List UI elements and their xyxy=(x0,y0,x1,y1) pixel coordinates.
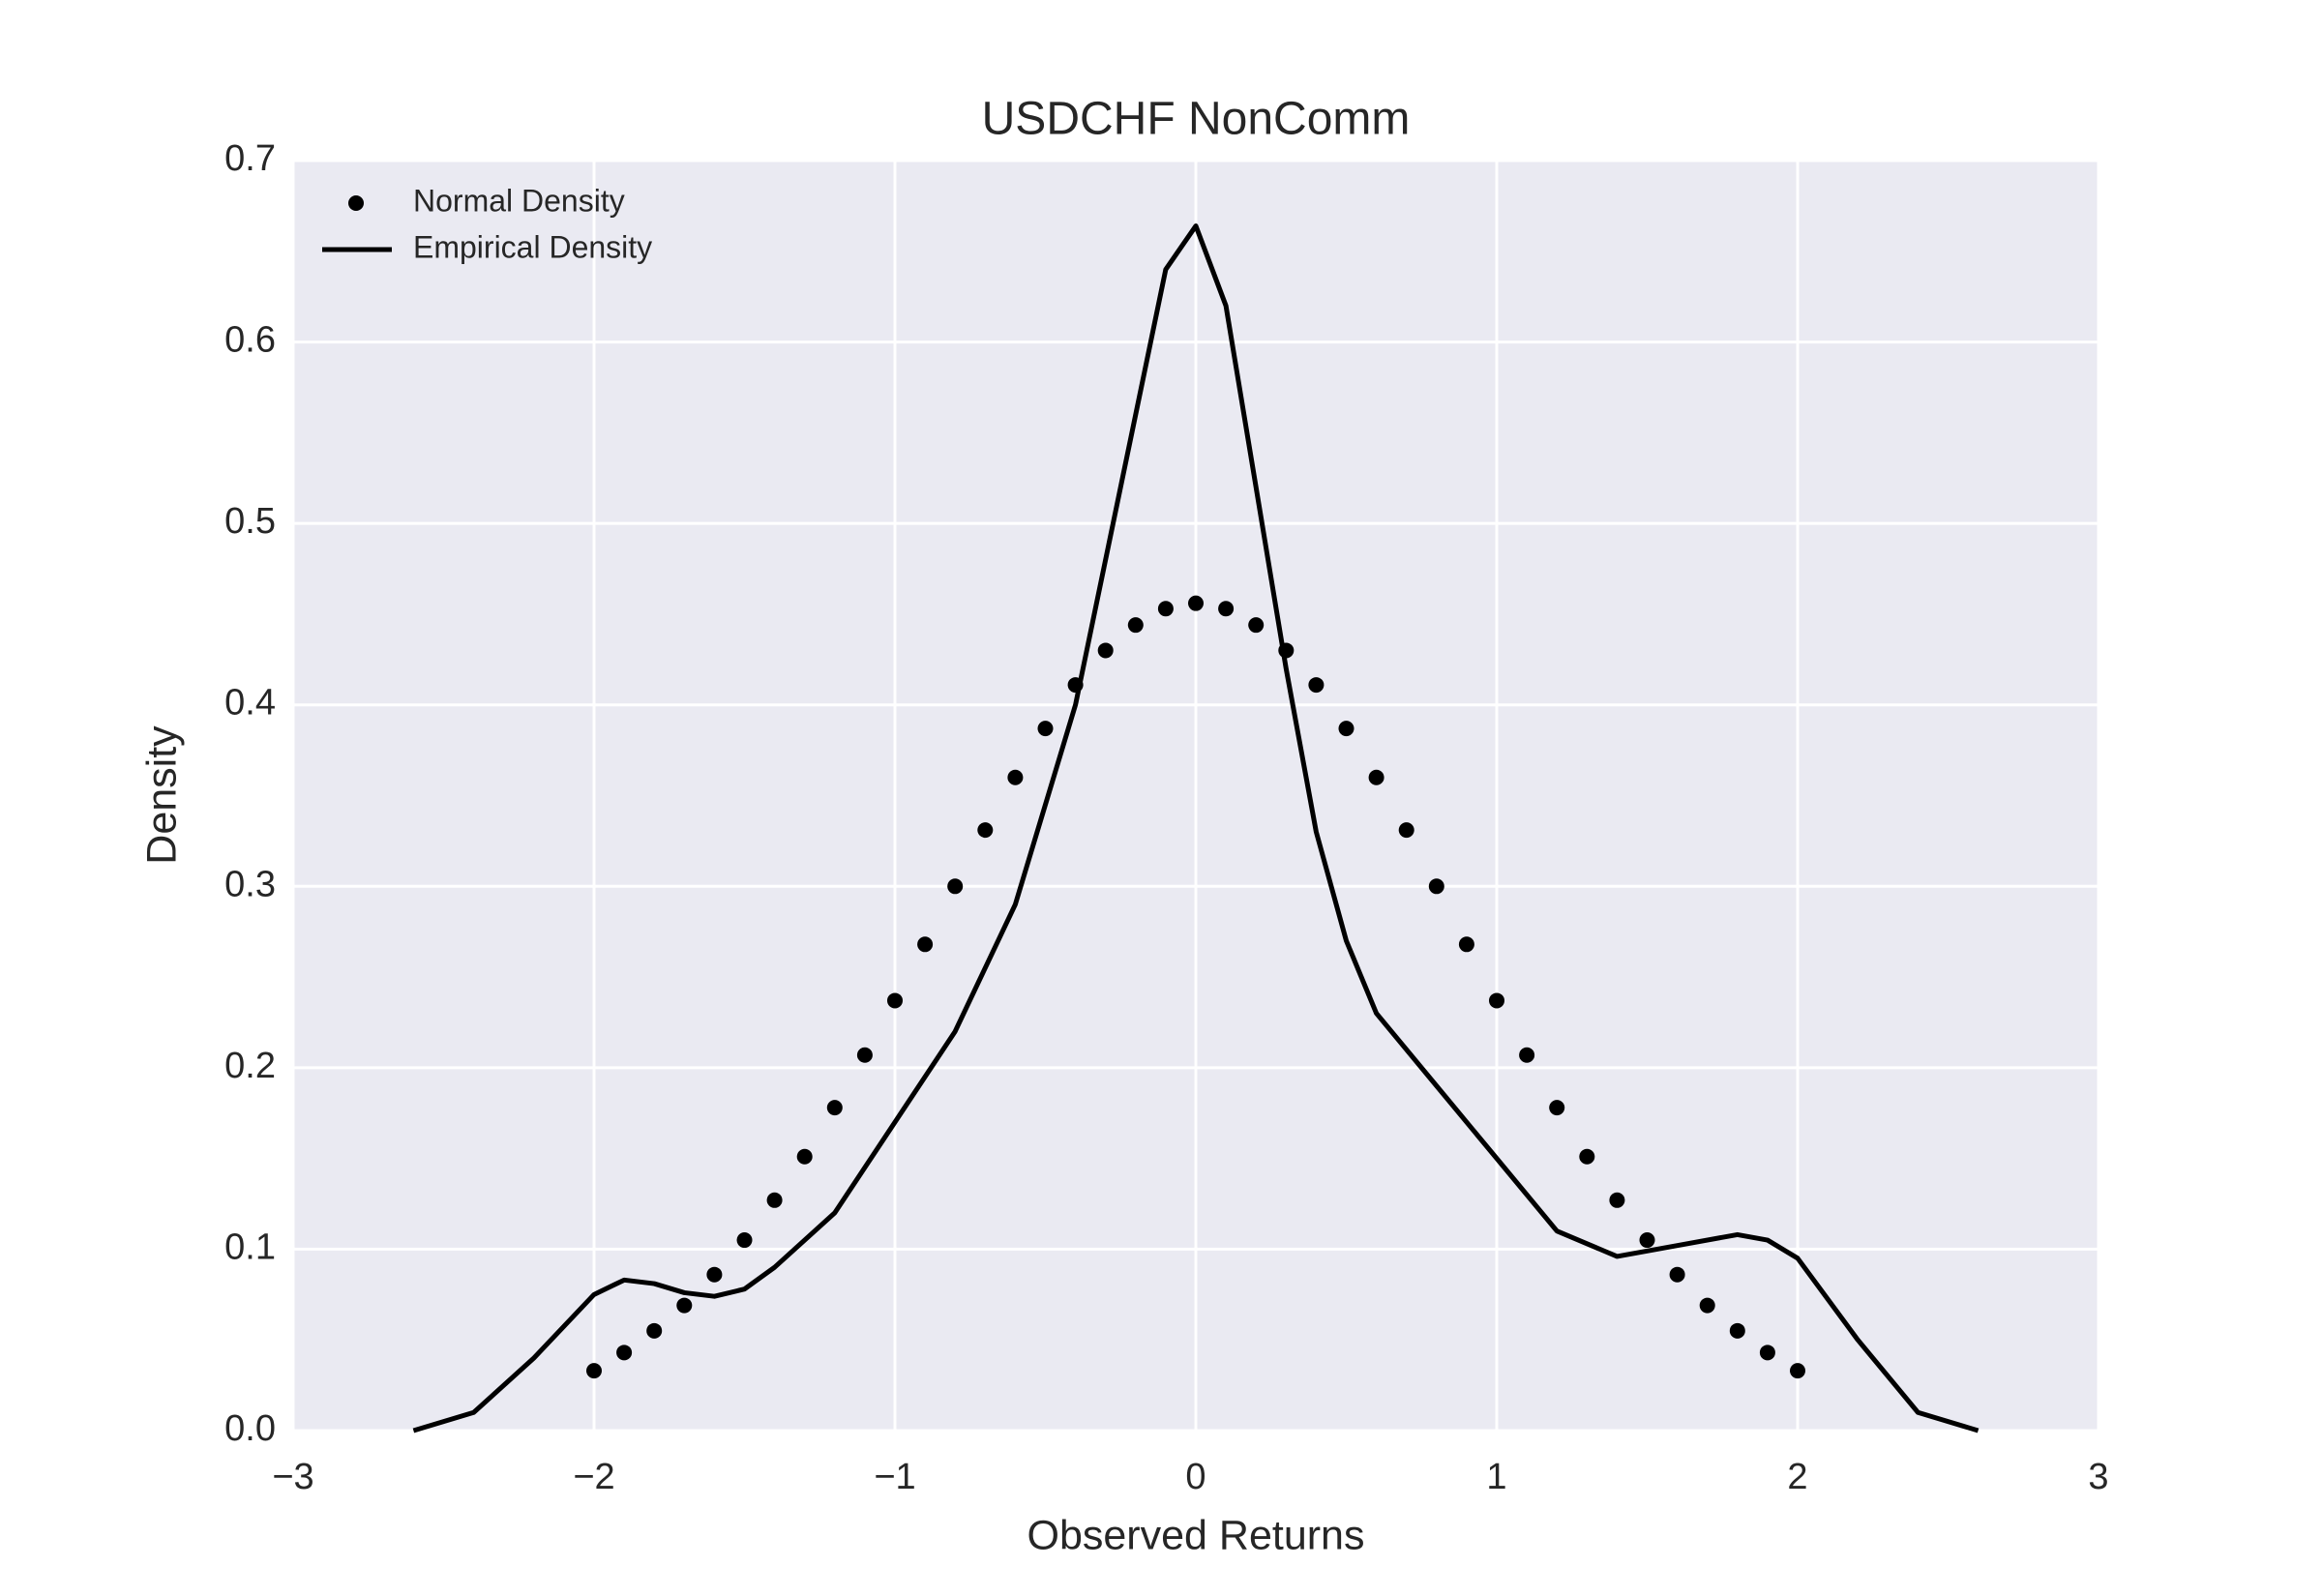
data xyxy=(412,223,1980,1433)
scatter-point xyxy=(1669,1266,1685,1283)
scatter-point xyxy=(1790,1363,1805,1379)
scatter-point xyxy=(1218,601,1235,617)
x-tick-label: 3 xyxy=(2088,1457,2108,1497)
legend-label: Empirical Density xyxy=(413,229,652,264)
scatter-point xyxy=(1519,1047,1535,1063)
x-tick-label: 2 xyxy=(1787,1457,1807,1497)
scatter-point xyxy=(1308,677,1325,694)
x-tick-label: 1 xyxy=(1486,1457,1506,1497)
scatter-point xyxy=(646,1322,663,1339)
scatter-point xyxy=(1549,1100,1565,1116)
scatter-point xyxy=(1699,1297,1715,1314)
scatter-point xyxy=(1489,992,1504,1009)
scatter-point xyxy=(736,1232,753,1249)
scatter-point xyxy=(1609,1192,1625,1208)
scatter-point xyxy=(1368,769,1384,785)
scatter-point xyxy=(1188,595,1204,611)
x-tick-label: 0 xyxy=(1185,1457,1206,1497)
legend: Normal Density Empirical Density xyxy=(322,183,652,264)
scatter-point xyxy=(1428,878,1444,895)
x-axis-label: Observed Returns xyxy=(1027,1512,1365,1558)
x-tick-label: −1 xyxy=(874,1457,915,1497)
scatter-point xyxy=(766,1192,783,1208)
scatter-point xyxy=(947,878,964,895)
scatter-point xyxy=(1127,617,1144,634)
y-tick-label: 0.7 xyxy=(224,138,276,179)
scatter-point xyxy=(1729,1322,1745,1339)
scatter-point xyxy=(856,1047,873,1063)
grid xyxy=(291,159,2100,1433)
y-axis-label: Density xyxy=(138,725,185,865)
scatter-point xyxy=(1579,1148,1595,1165)
scatter-point xyxy=(887,992,903,1009)
y-tick-label: 0.5 xyxy=(224,501,276,542)
legend-label: Normal Density xyxy=(413,183,625,218)
scatter-point xyxy=(977,822,994,839)
scatter-point xyxy=(1338,721,1354,737)
y-tick-label: 0.2 xyxy=(224,1046,276,1086)
scatter-point xyxy=(1037,721,1054,737)
y-tick-label: 0.3 xyxy=(224,864,276,904)
scatter-point xyxy=(1097,642,1114,659)
scatter-point xyxy=(826,1100,843,1116)
scatter-point xyxy=(586,1363,602,1379)
scatter-point xyxy=(917,936,934,953)
scatter-point xyxy=(1458,936,1474,953)
scatter-point xyxy=(1639,1232,1655,1249)
scatter-point xyxy=(706,1266,723,1283)
scatter-point xyxy=(1007,769,1024,785)
scatter-point xyxy=(796,1148,813,1165)
line-series xyxy=(412,223,1980,1433)
chart-title: USDCHF NonComm xyxy=(982,94,1411,145)
scatter-point xyxy=(616,1345,633,1361)
scatter-point xyxy=(676,1297,693,1314)
x-tick-label: −3 xyxy=(272,1457,313,1497)
scatter-point xyxy=(1398,822,1414,839)
y-tick-label: 0.0 xyxy=(224,1408,276,1449)
y-tick-label: 0.6 xyxy=(224,320,276,361)
y-tick-label: 0.1 xyxy=(224,1227,276,1267)
scatter-point xyxy=(1759,1345,1775,1361)
scatter-point xyxy=(1157,601,1174,617)
y-tick-label: 0.4 xyxy=(224,683,276,724)
x-tick-label: −2 xyxy=(573,1457,614,1497)
legend-marker xyxy=(348,195,364,211)
scatter-point xyxy=(1248,617,1265,634)
